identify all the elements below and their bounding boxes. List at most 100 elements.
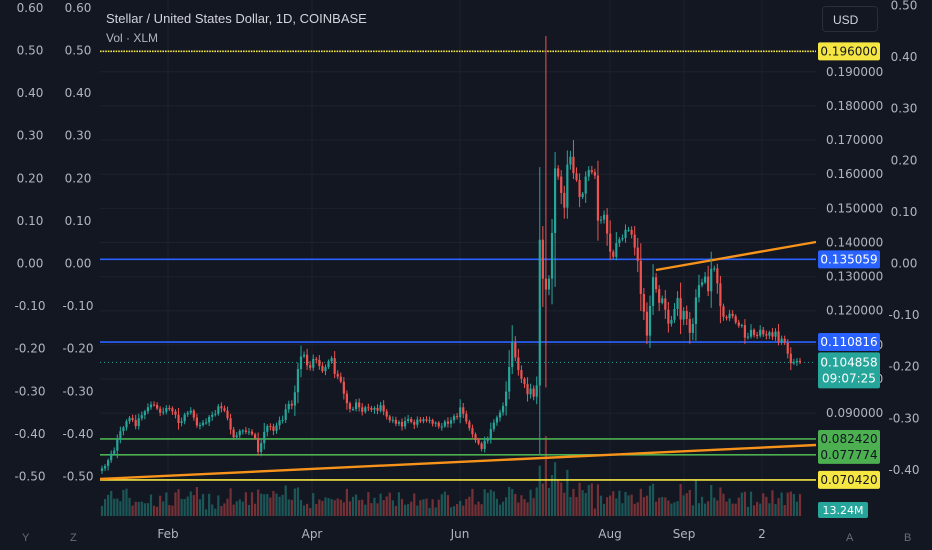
volume-bar xyxy=(486,492,489,516)
candle-body xyxy=(728,313,731,319)
volume-bar xyxy=(278,496,281,516)
candle-body xyxy=(232,429,235,438)
candle-body xyxy=(710,268,713,292)
candle-body xyxy=(284,409,287,420)
candle-body xyxy=(560,176,563,193)
volume-bar xyxy=(621,503,624,516)
candle-body xyxy=(495,417,499,423)
candle-body xyxy=(612,251,615,257)
volume-bar xyxy=(480,504,483,516)
candle-body xyxy=(330,358,333,362)
volume-bar xyxy=(759,503,762,516)
candle-body xyxy=(468,421,471,429)
volume-bar xyxy=(241,501,244,516)
time-tick-label: Aug xyxy=(598,527,621,541)
level-price-text: 0.196000 xyxy=(820,44,877,58)
volume-bar xyxy=(474,504,477,516)
volume-bar xyxy=(743,491,746,516)
bottom-left-letter: Y xyxy=(22,532,30,544)
volume-bar xyxy=(676,501,679,516)
volume-bar xyxy=(238,499,241,516)
oscillator-tick-far-left: 0.10 xyxy=(17,214,44,228)
candle-body xyxy=(508,367,511,392)
candle-body xyxy=(370,407,373,410)
volume-bar xyxy=(165,492,168,516)
candle-body xyxy=(651,277,655,306)
volume-bar xyxy=(541,483,544,516)
volume-bar xyxy=(547,488,551,516)
price-tick-label: 0.170000 xyxy=(826,133,883,147)
candle-body xyxy=(238,430,241,436)
volume-bar xyxy=(293,488,296,516)
volume-indicator-label[interactable]: Vol · XLM xyxy=(106,31,159,45)
candle-body xyxy=(131,417,134,420)
candle-body xyxy=(740,325,743,327)
volume-bar xyxy=(501,501,505,516)
volume-bar xyxy=(333,500,336,516)
volume-bar xyxy=(532,498,535,516)
volume-bar xyxy=(560,482,563,516)
volume-bar xyxy=(299,500,303,516)
volume-bar xyxy=(645,495,649,516)
volume-bar xyxy=(162,501,165,516)
volume-bar xyxy=(505,497,508,516)
candle-body xyxy=(419,419,422,422)
volume-bar xyxy=(517,502,520,516)
candle-body xyxy=(529,388,532,395)
candle-body xyxy=(152,404,156,406)
time-tick-label: Jun xyxy=(450,527,470,541)
volume-bar xyxy=(682,495,685,516)
price-tick-label: 0.120000 xyxy=(826,304,883,318)
volume-bar xyxy=(514,493,517,516)
volume-bar xyxy=(544,436,548,516)
price-tick-label: 0.150000 xyxy=(826,201,883,215)
oscillator-tick-far-left: -0.40 xyxy=(14,427,45,441)
volume-bar xyxy=(250,492,254,516)
auto-scale-button[interactable]: A xyxy=(846,532,854,544)
candle-body xyxy=(676,298,679,310)
price-tick-label: 0.090000 xyxy=(826,406,883,420)
candle-body xyxy=(664,298,667,310)
candle-body xyxy=(180,421,183,423)
candle-body xyxy=(296,369,300,393)
candle-body xyxy=(290,403,293,406)
volume-bar xyxy=(217,495,220,516)
candle-body xyxy=(768,332,771,336)
candle-body xyxy=(590,170,593,173)
candle-body xyxy=(642,293,645,312)
candle-body xyxy=(465,413,468,422)
candle-body xyxy=(198,425,202,427)
candle-body xyxy=(449,420,453,424)
candle-body xyxy=(752,329,756,335)
volume-bar xyxy=(152,505,156,516)
volume-bar xyxy=(324,497,327,516)
volume-bar xyxy=(413,493,416,516)
candle-body xyxy=(146,407,150,412)
candle-body xyxy=(269,426,272,428)
volume-bar xyxy=(168,505,171,516)
volume-bar xyxy=(465,499,468,516)
level-price-tag xyxy=(818,250,880,269)
candle-body xyxy=(682,311,685,320)
symbol-title[interactable]: Stellar / United States Dollar, 1D, COIN… xyxy=(106,11,367,26)
volume-bar xyxy=(284,485,287,516)
volume-bar xyxy=(749,491,753,516)
candle-body xyxy=(483,440,486,449)
oscillator-tick-far-left: -0.30 xyxy=(14,384,45,398)
candle-body xyxy=(122,427,125,432)
volume-bar xyxy=(260,493,263,516)
candle-body xyxy=(217,406,220,414)
candle-body xyxy=(266,426,269,432)
volume-bar xyxy=(703,503,707,516)
volume-bar xyxy=(367,492,370,516)
candle-body xyxy=(550,232,554,279)
volume-bar xyxy=(590,483,593,516)
volume-bar xyxy=(315,503,318,516)
volume-bar xyxy=(183,498,186,516)
volume-bar xyxy=(131,505,134,516)
volume-bar xyxy=(694,478,698,516)
volume-bar xyxy=(752,505,756,516)
candle-body xyxy=(462,407,465,414)
currency-button[interactable]: USD xyxy=(822,6,878,32)
